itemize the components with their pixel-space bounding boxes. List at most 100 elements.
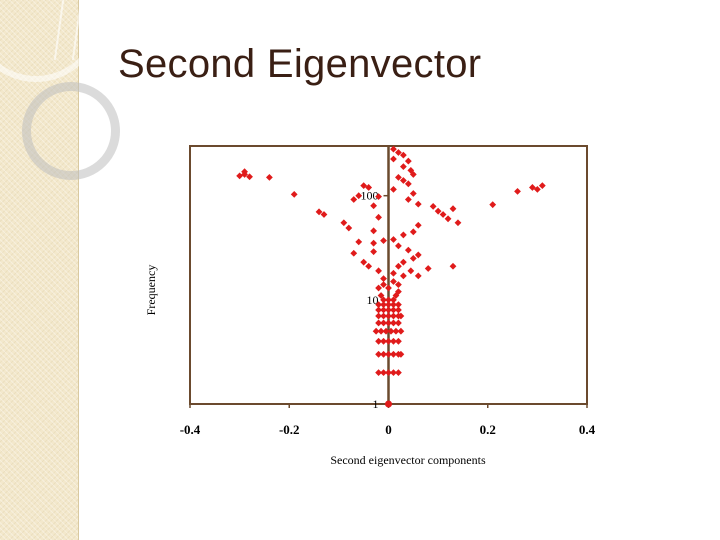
data-point bbox=[380, 275, 387, 282]
data-point-stacked bbox=[380, 319, 387, 327]
data-point bbox=[395, 173, 402, 181]
data-point-stacked bbox=[380, 337, 387, 345]
data-point bbox=[390, 269, 397, 277]
data-point-stacked bbox=[375, 369, 382, 377]
data-point bbox=[414, 251, 422, 259]
data-point-stacked bbox=[395, 369, 402, 377]
data-points bbox=[236, 145, 546, 408]
y-axis-label: Frequency bbox=[144, 265, 158, 316]
data-point bbox=[266, 173, 273, 181]
data-point bbox=[399, 163, 407, 171]
decorative-ring-middle bbox=[22, 82, 120, 180]
x-axis-label: Second eigenvector components bbox=[330, 453, 486, 467]
data-point bbox=[340, 219, 348, 227]
x-tick-label: -0.2 bbox=[279, 422, 300, 437]
y-tick-label: 100 bbox=[361, 189, 379, 203]
data-point bbox=[390, 296, 397, 304]
data-point-stacked bbox=[385, 319, 392, 327]
data-point bbox=[404, 196, 412, 203]
data-point bbox=[429, 202, 437, 210]
data-point-stacked bbox=[375, 301, 382, 309]
data-point bbox=[241, 171, 248, 178]
data-point bbox=[538, 182, 546, 189]
data-point bbox=[444, 215, 452, 223]
data-point bbox=[404, 180, 412, 188]
data-point bbox=[355, 238, 363, 246]
y-tick-label: 1 bbox=[373, 397, 379, 411]
data-point bbox=[533, 185, 541, 193]
x-tick-label: 0 bbox=[385, 422, 392, 437]
data-point bbox=[390, 236, 397, 243]
x-tick-label: 0.4 bbox=[579, 422, 596, 437]
data-point bbox=[409, 228, 417, 236]
data-point bbox=[399, 231, 407, 239]
data-point bbox=[434, 207, 442, 215]
x-axis-ticks: -0.4 -0.2 0 0.2 0.4 bbox=[180, 404, 596, 437]
data-point bbox=[375, 267, 382, 275]
data-point-stacked bbox=[397, 312, 405, 320]
y-tick-label: 10 bbox=[367, 293, 379, 307]
data-point bbox=[395, 242, 402, 250]
data-point bbox=[320, 211, 328, 218]
data-point bbox=[365, 184, 373, 191]
data-point bbox=[414, 272, 422, 280]
data-point-stacked bbox=[375, 306, 382, 314]
data-point bbox=[404, 157, 412, 165]
data-point bbox=[390, 278, 397, 285]
data-point-stacked bbox=[397, 327, 405, 335]
data-point bbox=[375, 213, 382, 221]
data-point bbox=[355, 192, 363, 200]
data-point-stacked bbox=[395, 319, 402, 327]
data-point bbox=[350, 249, 358, 257]
data-point bbox=[380, 296, 387, 304]
data-point bbox=[390, 185, 397, 193]
data-point-stacked bbox=[397, 350, 405, 358]
data-point bbox=[399, 258, 407, 266]
data-point-stacked bbox=[390, 319, 397, 327]
data-point-stacked bbox=[382, 327, 390, 335]
data-point-stacked bbox=[390, 350, 397, 358]
data-point bbox=[345, 224, 353, 232]
data-point bbox=[424, 265, 432, 272]
data-point-stacked bbox=[395, 337, 402, 345]
data-point bbox=[449, 262, 457, 270]
data-point bbox=[370, 202, 378, 210]
data-point bbox=[360, 182, 368, 189]
data-point-stacked bbox=[390, 312, 397, 320]
data-point bbox=[409, 190, 417, 197]
data-point bbox=[399, 272, 407, 280]
data-point-origin bbox=[385, 400, 392, 408]
data-point-stacked bbox=[372, 327, 380, 335]
data-point-stacked bbox=[377, 327, 385, 335]
data-point bbox=[395, 149, 402, 156]
data-point bbox=[290, 190, 298, 198]
data-point bbox=[370, 248, 378, 256]
data-point-stacked bbox=[385, 337, 392, 345]
data-point bbox=[409, 255, 417, 262]
data-point bbox=[414, 221, 422, 229]
data-point-stacked bbox=[380, 350, 387, 358]
data-point bbox=[407, 267, 415, 275]
slide-title: Second Eigenvector bbox=[118, 42, 482, 86]
data-point bbox=[380, 281, 387, 289]
data-point bbox=[350, 196, 358, 203]
data-point-stacked bbox=[385, 350, 392, 358]
x-tick-label: 0.2 bbox=[480, 422, 496, 437]
data-point bbox=[365, 262, 373, 270]
data-point bbox=[236, 172, 244, 180]
data-point bbox=[489, 201, 497, 209]
data-point bbox=[370, 239, 378, 247]
data-point bbox=[380, 237, 387, 245]
data-point bbox=[375, 193, 382, 201]
data-point bbox=[385, 296, 392, 304]
data-point bbox=[404, 246, 412, 254]
data-point bbox=[315, 208, 323, 216]
data-point-stacked bbox=[380, 312, 387, 320]
data-point bbox=[385, 284, 392, 292]
data-point bbox=[514, 187, 521, 195]
data-point-stacked bbox=[385, 312, 392, 320]
data-point bbox=[246, 173, 253, 181]
data-point bbox=[390, 145, 397, 153]
data-point bbox=[375, 284, 382, 292]
